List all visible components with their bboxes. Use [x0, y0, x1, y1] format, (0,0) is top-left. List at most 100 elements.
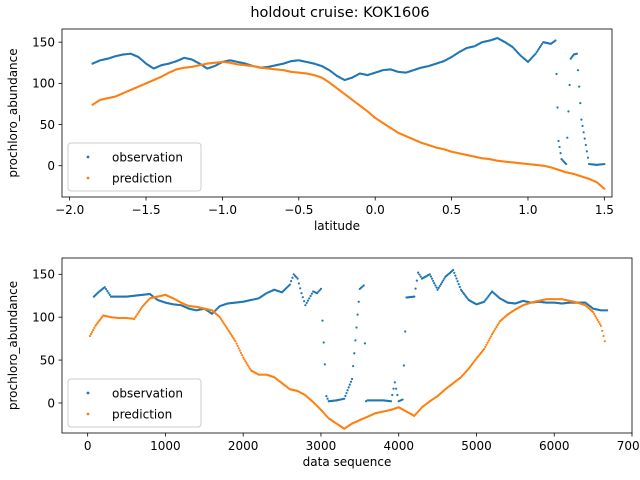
- sequence-observation-point: [299, 287, 302, 290]
- sequence-prediction-point: [91, 330, 94, 334]
- latitude-observation-point: [581, 124, 584, 128]
- sequence-observation-point: [350, 377, 354, 381]
- latitude-observation-point: [579, 102, 582, 105]
- latitude-legend-marker-observation: [86, 155, 90, 159]
- latitude-observation-point: [586, 156, 590, 159]
- latitude-observation-point: [541, 42, 544, 45]
- sequence-observation-point: [349, 380, 353, 383]
- sequence-observation-point: [323, 363, 326, 366]
- latitude-x-tick-label: 0.5: [442, 203, 461, 217]
- sequence-observation-point: [300, 292, 303, 295]
- latitude-observation-point: [567, 110, 570, 113]
- latitude-observation-point: [568, 83, 571, 87]
- latitude-legend: observation prediction: [67, 142, 202, 192]
- latitude-observation-point: [578, 85, 581, 88]
- latitude-observation-point: [538, 46, 542, 49]
- latitude-x-tick-label: 1.0: [518, 203, 537, 217]
- latitude-y-tick-label: 150: [32, 35, 55, 49]
- sequence-observation-point: [392, 387, 395, 390]
- sequence-prediction-point: [230, 334, 234, 338]
- sequence-prediction-point: [488, 337, 491, 340]
- sequence-prediction-point: [224, 324, 227, 327]
- sequence-observation-point: [293, 274, 297, 277]
- sequence-prediction-point: [244, 360, 247, 363]
- sequence-observation-point: [326, 397, 329, 400]
- sequence-observation-point: [295, 276, 298, 279]
- latitude-y-tick-label: 100: [32, 77, 55, 91]
- sequence-observation-point: [362, 284, 365, 287]
- sequence-observation-point: [418, 273, 421, 276]
- sequence-legend-label-observation: observation: [112, 386, 183, 400]
- sequence-legend: observation prediction: [67, 378, 202, 428]
- latitude-observation-point: [576, 69, 580, 72]
- sequence-y-tick-label: 50: [40, 353, 55, 367]
- sequence-prediction-point: [594, 314, 597, 318]
- sequence-observation-point: [393, 381, 396, 384]
- sequence-observation-point: [356, 313, 359, 316]
- sequence-observation-point: [309, 294, 312, 298]
- sequence-prediction-point: [597, 320, 600, 323]
- sequence-observation-point: [345, 391, 348, 395]
- sequence-prediction-point: [497, 322, 500, 325]
- sequence-observation-point: [104, 287, 108, 291]
- sequence-prediction-point: [92, 328, 95, 331]
- latitude-axes: −2.0 −1.5 −1.0 −0.5 0.0 0.5 1.0 1.5 0 50 100 150 lat…: [6, 28, 614, 233]
- sequence-prediction-point: [240, 354, 244, 357]
- sequence-prediction-point: [595, 316, 598, 320]
- sequence-prediction-point: [222, 321, 225, 324]
- sequence-observation-point: [429, 275, 433, 278]
- sequence-observation-point: [303, 300, 306, 303]
- latitude-observation-point: [554, 39, 557, 42]
- sequence-observation-point: [107, 291, 110, 294]
- sequence-observation-point: [343, 397, 346, 400]
- sequence-prediction-point: [596, 318, 599, 321]
- sequence-x-tick-label: 1000: [150, 439, 181, 453]
- sequence-observation-point: [453, 271, 456, 274]
- latitude-legend-label-prediction: prediction: [112, 171, 172, 185]
- sequence-x-tick-label: 6000: [539, 439, 570, 453]
- sequence-y-tick-label: 150: [32, 268, 55, 282]
- sequence-prediction-point: [602, 334, 605, 338]
- latitude-observation-point: [535, 50, 538, 54]
- latitude-axes-frame: [61, 28, 613, 198]
- sequence-observation-point: [402, 364, 405, 367]
- sequence-prediction-point: [239, 351, 243, 354]
- latitude-observation-point: [558, 145, 561, 149]
- sequence-x-tick-label: 5000: [461, 439, 492, 453]
- sequence-observation-point: [352, 364, 355, 368]
- sequence-observation-point: [395, 387, 398, 390]
- sequence-x-tick-label: 3000: [306, 439, 337, 453]
- latitude-observation-point: [537, 47, 540, 50]
- sequence-legend-box: [67, 378, 202, 428]
- sequence-prediction-point: [246, 363, 249, 366]
- sequence-observation-point: [455, 277, 458, 280]
- sequence-observation-point: [354, 339, 357, 342]
- sequence-prediction-point: [483, 347, 486, 351]
- sequence-prediction-point: [137, 310, 140, 314]
- sequence-observation-point: [606, 309, 609, 312]
- sequence-observation-point: [291, 276, 294, 279]
- sequence-prediction-point: [247, 365, 250, 368]
- latitude-x-tick-label: 1.5: [595, 203, 614, 217]
- latitude-y-tick-label: 50: [40, 118, 55, 132]
- sequence-observation-point: [401, 398, 404, 401]
- sequence-observation-point: [396, 393, 399, 397]
- sequence-prediction-point: [245, 361, 248, 365]
- latitude-prediction-series: [91, 60, 606, 190]
- sequence-observation-point: [457, 283, 460, 286]
- latitude-observation-point: [557, 139, 560, 143]
- sequence-x-tick-label: 2000: [228, 439, 259, 453]
- sequence-prediction-point: [225, 326, 228, 329]
- sequence-observation-point: [454, 274, 457, 277]
- latitude-x-tick-label: −0.5: [284, 203, 313, 217]
- sequence-prediction-point: [487, 339, 490, 342]
- sequence-prediction-point: [599, 324, 602, 327]
- sequence-observation-point: [428, 273, 431, 276]
- sequence-prediction-point: [484, 345, 487, 348]
- sequence-prediction-point: [226, 328, 229, 331]
- sequence-prediction-point: [601, 329, 604, 333]
- sequence-observation-point: [437, 286, 440, 289]
- sequence-observation-point: [321, 319, 324, 322]
